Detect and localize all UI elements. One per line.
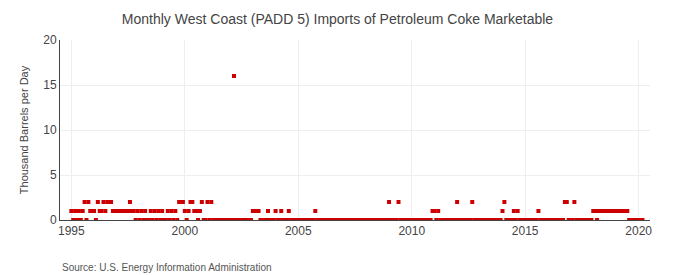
svg-text:2005: 2005	[285, 224, 312, 238]
svg-text:Thousand Barrels per Day: Thousand Barrels per Day	[18, 65, 30, 194]
svg-text:1995: 1995	[58, 224, 85, 238]
svg-text:15: 15	[43, 78, 57, 92]
svg-text:5: 5	[50, 168, 57, 182]
svg-text:2010: 2010	[398, 224, 425, 238]
svg-text:10: 10	[43, 123, 57, 137]
svg-text:2015: 2015	[512, 224, 539, 238]
svg-text:Source: U.S. Energy Informatio: Source: U.S. Energy Information Administ…	[62, 262, 272, 273]
svg-text:0: 0	[50, 213, 57, 227]
svg-text:2000: 2000	[171, 224, 198, 238]
svg-text:20: 20	[43, 33, 57, 47]
svg-text:2020: 2020	[625, 224, 652, 238]
svg-text:Monthly West Coast (PADD 5) Im: Monthly West Coast (PADD 5) Imports of P…	[122, 11, 554, 27]
